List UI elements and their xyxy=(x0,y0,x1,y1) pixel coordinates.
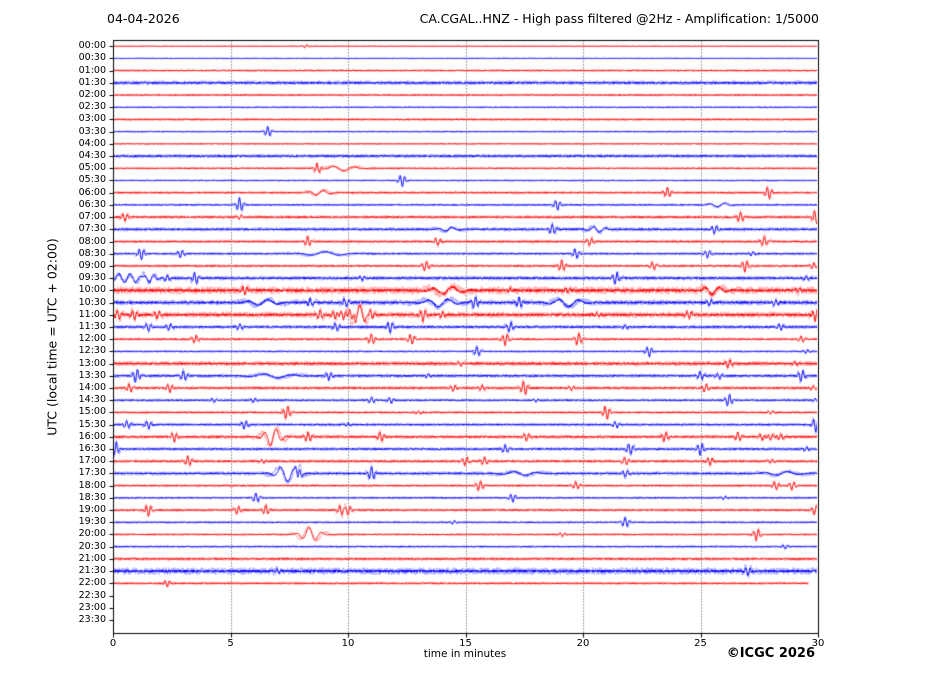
y-tick-label: 15:00 xyxy=(78,406,106,418)
y-tick-label: 00:30 xyxy=(78,52,106,64)
x-tick-label: 25 xyxy=(694,638,707,649)
y-tick-label: 21:00 xyxy=(78,552,106,564)
y-tick-label: 19:00 xyxy=(78,504,106,516)
y-tick-label: 04:30 xyxy=(78,150,106,162)
y-tick-label: 05:30 xyxy=(78,174,106,186)
y-tick-label: 12:00 xyxy=(78,333,106,345)
y-tick-label: 10:30 xyxy=(78,296,106,308)
y-tick-label: 00:00 xyxy=(78,40,106,52)
y-tick-label: 14:30 xyxy=(78,394,106,406)
y-tick-label: 16:30 xyxy=(78,443,106,455)
y-tick-label: 13:30 xyxy=(78,369,106,381)
y-tick-label: 03:30 xyxy=(78,125,106,137)
y-tick-label: 09:30 xyxy=(78,272,106,284)
y-tick-label: 20:00 xyxy=(78,528,106,540)
x-tick-label: 10 xyxy=(341,638,355,649)
y-tick-label: 18:30 xyxy=(78,491,106,503)
y-tick-label: 15:30 xyxy=(78,418,106,430)
y-tick-label: 11:00 xyxy=(78,308,106,320)
x-tick-label: 0 xyxy=(109,638,117,649)
y-tick-label: 02:00 xyxy=(78,89,106,101)
y-tick-label: 21:30 xyxy=(78,565,106,577)
y-tick-label: 01:30 xyxy=(78,76,106,88)
x-tick-label: 5 xyxy=(227,638,234,649)
y-tick-label: 13:00 xyxy=(78,357,106,369)
y-tick-label: 23:30 xyxy=(78,613,106,625)
y-tick-label: 08:30 xyxy=(78,247,106,259)
y-tick-label: 22:30 xyxy=(78,589,106,601)
x-tick-label: 20 xyxy=(576,638,590,649)
y-tick-label: 14:00 xyxy=(78,381,106,393)
y-tick-label: 10:00 xyxy=(78,284,106,296)
y-tick-label: 16:00 xyxy=(78,430,106,442)
y-tick-label: 08:00 xyxy=(78,235,106,247)
y-tick-label: 19:30 xyxy=(78,516,106,528)
y-tick-label: 06:30 xyxy=(78,198,106,210)
copyright-label: ©ICGC 2026 xyxy=(726,646,815,661)
y-tick-label: 05:00 xyxy=(78,162,106,174)
y-tick-label: 12:30 xyxy=(78,345,106,357)
y-tick-label: 11:30 xyxy=(78,320,106,332)
y-tick-label: 04:00 xyxy=(78,137,106,149)
y-tick-label: 07:30 xyxy=(78,223,106,235)
y-tick-label: 17:00 xyxy=(78,455,106,467)
y-tick-label: 18:00 xyxy=(78,479,106,491)
x-tick-label: 15 xyxy=(459,638,472,649)
y-tick-label: 01:00 xyxy=(78,64,106,76)
y-tick-label: 03:00 xyxy=(78,113,106,125)
y-tick-label: 17:30 xyxy=(78,467,106,479)
x-axis-title: time in minutes xyxy=(423,648,507,660)
y-tick-label: 02:30 xyxy=(78,101,106,113)
y-tick-label: 09:00 xyxy=(78,259,106,271)
y-tick-label: 20:30 xyxy=(78,540,106,552)
y-tick-label: 06:00 xyxy=(78,186,106,198)
y-tick-label: 23:00 xyxy=(78,601,106,613)
x-tick-label: 30 xyxy=(811,638,825,649)
y-tick-label: 22:00 xyxy=(78,577,106,589)
y-tick-label: 07:00 xyxy=(78,211,106,223)
